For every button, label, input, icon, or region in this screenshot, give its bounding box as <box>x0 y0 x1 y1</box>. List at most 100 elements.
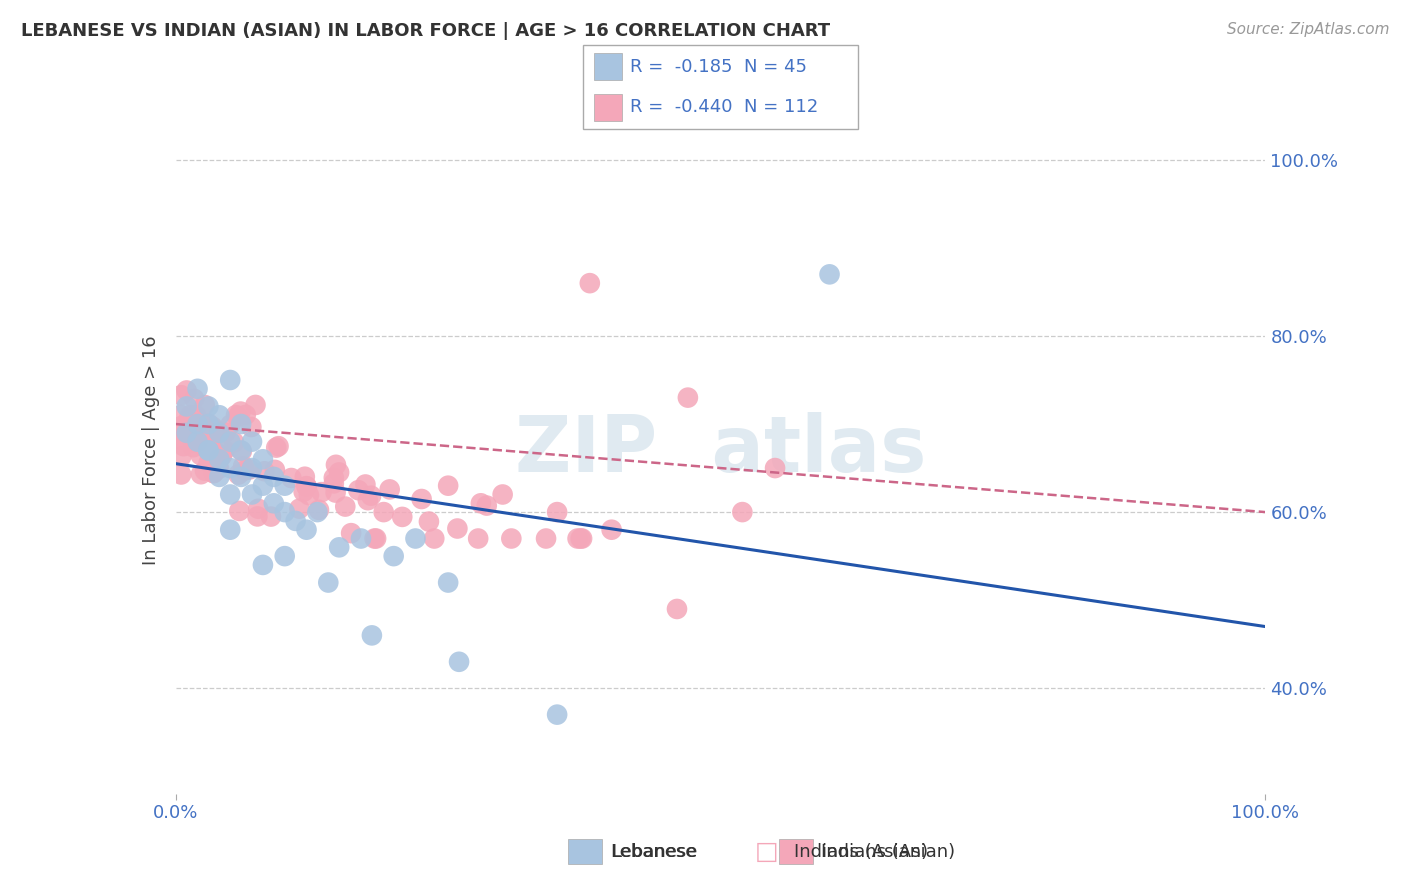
Point <box>411 491 433 506</box>
Point <box>197 443 219 458</box>
Point <box>245 398 267 412</box>
Point <box>214 443 236 458</box>
Bar <box>595 54 621 80</box>
Point <box>197 417 219 431</box>
Point <box>328 541 350 555</box>
Point <box>295 480 318 494</box>
Point <box>170 433 193 447</box>
Point <box>231 443 253 458</box>
Point <box>208 452 231 467</box>
Point <box>205 454 228 468</box>
Point <box>219 417 242 432</box>
Point <box>307 505 329 519</box>
Point <box>292 484 315 499</box>
Point <box>176 400 198 414</box>
Point <box>274 505 297 519</box>
Point <box>274 478 297 492</box>
Point <box>347 483 370 498</box>
Point <box>170 467 193 482</box>
Point <box>382 549 405 563</box>
Point <box>195 426 218 441</box>
Point <box>231 417 253 431</box>
Point <box>176 425 198 440</box>
Point <box>311 485 333 500</box>
Point <box>219 461 242 475</box>
Point <box>360 628 382 642</box>
Point <box>274 549 297 563</box>
Point <box>318 575 340 590</box>
Point <box>294 469 316 483</box>
Point <box>335 500 357 514</box>
Point <box>232 459 254 474</box>
Text: Lebanese: Lebanese <box>610 843 696 861</box>
Point <box>173 439 195 453</box>
Point <box>190 448 212 462</box>
Point <box>195 436 218 450</box>
Point <box>240 434 263 449</box>
Point <box>200 437 222 451</box>
Point <box>205 424 228 438</box>
Point <box>298 488 321 502</box>
Point <box>219 487 242 501</box>
Text: □: □ <box>572 840 595 863</box>
Point <box>492 487 515 501</box>
Point <box>224 435 246 450</box>
Point <box>423 532 446 546</box>
Point <box>418 515 440 529</box>
Point <box>205 445 228 459</box>
Point <box>437 478 460 492</box>
Point <box>215 425 238 440</box>
Point <box>501 532 523 546</box>
Point <box>225 408 247 422</box>
Point <box>219 523 242 537</box>
Point <box>267 439 290 453</box>
Point <box>567 532 589 546</box>
Point <box>201 419 224 434</box>
Point <box>179 417 201 431</box>
Point <box>170 419 193 434</box>
Point <box>211 449 233 463</box>
Point <box>354 477 377 491</box>
Point <box>288 501 311 516</box>
Text: R =  -0.185  N = 45: R = -0.185 N = 45 <box>630 58 807 76</box>
Text: □: □ <box>755 840 778 863</box>
Point <box>252 478 274 492</box>
Point <box>186 382 209 396</box>
Point <box>197 400 219 414</box>
Point <box>186 417 209 431</box>
Point <box>219 373 242 387</box>
Text: ZIP  atlas: ZIP atlas <box>515 412 927 489</box>
Point <box>198 418 221 433</box>
Point <box>328 466 350 480</box>
Point <box>378 483 401 497</box>
Point <box>194 441 217 455</box>
Point <box>176 384 198 398</box>
Point <box>763 461 786 475</box>
Text: Indians (Asian): Indians (Asian) <box>821 843 955 861</box>
Point <box>198 423 221 437</box>
Point <box>240 461 263 475</box>
Point <box>295 479 318 493</box>
Point <box>373 505 395 519</box>
Point <box>260 509 283 524</box>
Point <box>188 422 211 436</box>
Point <box>579 276 602 290</box>
Point <box>208 461 231 475</box>
Point <box>252 558 274 572</box>
Point <box>546 707 568 722</box>
Point <box>366 532 388 546</box>
Point <box>200 428 222 442</box>
Point <box>325 458 347 472</box>
Point <box>226 409 249 424</box>
Point <box>569 532 592 546</box>
Point <box>731 505 754 519</box>
Point <box>183 440 205 454</box>
Point <box>322 471 344 485</box>
Point <box>546 505 568 519</box>
Point <box>238 462 260 476</box>
Point <box>181 435 204 450</box>
Point <box>446 522 468 536</box>
Point <box>308 503 330 517</box>
Point <box>263 496 285 510</box>
Point <box>666 602 689 616</box>
